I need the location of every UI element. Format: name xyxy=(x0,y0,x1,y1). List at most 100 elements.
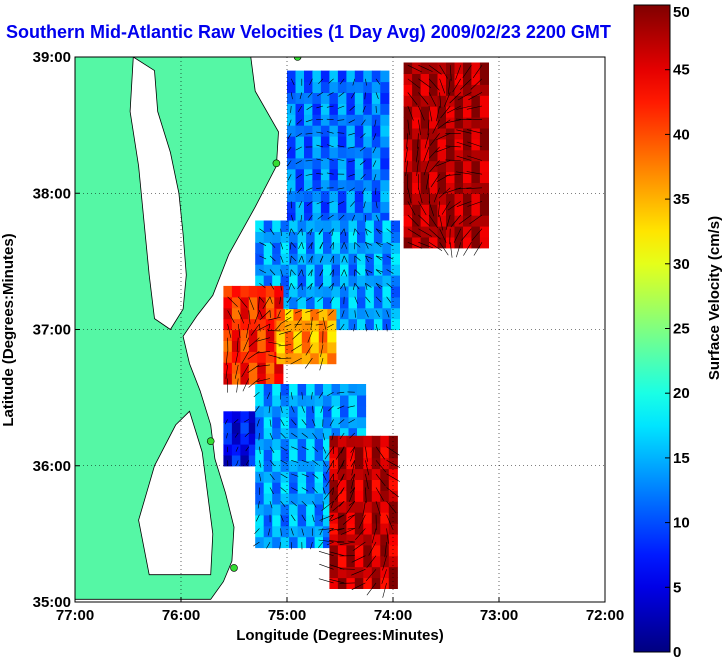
velocity-cell xyxy=(479,73,489,85)
velocity-cell xyxy=(231,307,241,320)
velocity-arrow xyxy=(445,159,461,161)
velocity-arrow xyxy=(280,405,283,413)
velocity-cell xyxy=(289,384,299,396)
velocity-cell xyxy=(287,168,297,181)
velocity-cell xyxy=(354,146,364,159)
velocity-cell xyxy=(272,427,282,440)
velocity-cell xyxy=(263,482,273,494)
velocity-arrow xyxy=(318,528,334,531)
velocity-cell xyxy=(280,253,290,265)
velocity-arrow xyxy=(316,201,324,205)
velocity-cell xyxy=(340,416,350,429)
velocity-cell xyxy=(323,264,333,276)
velocity-cell xyxy=(371,81,381,93)
stations xyxy=(206,57,302,572)
velocity-cell xyxy=(306,482,316,494)
velocity-cell xyxy=(354,544,364,557)
velocity-cell xyxy=(346,479,356,491)
velocity-cell xyxy=(371,70,381,83)
velocity-arrow xyxy=(280,242,284,250)
velocity-cell xyxy=(454,117,464,129)
velocity-arrow xyxy=(327,158,334,161)
velocity-cell xyxy=(257,351,267,363)
velocity-arrow xyxy=(386,446,400,456)
velocity-arrow xyxy=(436,133,451,141)
velocity-arrow xyxy=(308,214,313,221)
velocity-cell xyxy=(280,536,290,549)
velocity-arrow xyxy=(429,160,440,173)
velocity-cell xyxy=(304,125,314,137)
velocity-arrow xyxy=(317,296,324,302)
velocity-cell xyxy=(437,73,447,85)
chesapeake-bay xyxy=(129,57,187,331)
velocity-arrow xyxy=(243,337,250,351)
velocity-arrow xyxy=(316,158,324,161)
velocity-arrow xyxy=(290,255,292,264)
velocity-arrow xyxy=(287,133,292,140)
velocity-cell xyxy=(373,242,383,254)
velocity-cell xyxy=(371,490,381,502)
velocity-arrow xyxy=(336,473,345,488)
velocity-cell xyxy=(304,103,314,115)
velocity-arrow xyxy=(297,283,303,290)
velocity-cell xyxy=(312,212,322,224)
velocity-cell xyxy=(340,275,350,287)
velocity-cell xyxy=(340,394,350,407)
velocity-arrow xyxy=(324,446,334,460)
velocity-cell xyxy=(337,92,347,104)
velocity-cell xyxy=(382,275,392,287)
velocity-cell xyxy=(446,204,456,216)
velocity-arrow xyxy=(456,141,472,148)
velocity-arrow xyxy=(375,473,386,487)
velocity-arrow xyxy=(312,405,314,414)
velocity-arrow xyxy=(301,432,308,438)
velocity-cell xyxy=(231,433,241,445)
velocity-arrow xyxy=(269,501,273,509)
velocity-cell xyxy=(255,275,265,287)
velocity-arrow xyxy=(347,514,355,518)
velocity-arrow xyxy=(285,310,292,316)
velocity-cell xyxy=(454,62,464,74)
velocity-cell xyxy=(301,352,311,365)
velocity-arrow xyxy=(348,500,355,506)
velocity-arrow xyxy=(280,460,288,465)
velocity-cell xyxy=(337,125,347,137)
velocity-arrow xyxy=(269,487,274,495)
velocity-cell xyxy=(320,212,330,224)
velocity-arrow xyxy=(371,528,377,544)
velocity-cell xyxy=(463,106,473,118)
velocity-cell xyxy=(420,204,430,216)
velocity-cell xyxy=(280,384,290,396)
velocity-arrow xyxy=(269,419,272,427)
velocity-cell xyxy=(446,138,456,151)
velocity-arrow xyxy=(308,269,313,276)
velocity-arrow xyxy=(339,323,345,331)
velocity-cell xyxy=(223,454,233,467)
velocity-cell xyxy=(412,193,422,205)
velocity-arrow xyxy=(366,555,377,568)
velocity-arrow xyxy=(329,579,345,584)
velocity-arrow xyxy=(278,357,292,359)
colorbar-tick-label: 35 xyxy=(673,191,690,208)
velocity-cell xyxy=(371,146,381,159)
velocity-cell xyxy=(295,157,305,170)
velocity-arrow xyxy=(418,201,427,216)
velocity-cell xyxy=(380,190,390,202)
velocity-cell xyxy=(329,114,339,126)
velocity-cell xyxy=(454,84,464,96)
velocity-cell xyxy=(231,329,241,341)
colorbar-tick-label: 20 xyxy=(673,385,690,402)
velocity-cell xyxy=(272,514,282,527)
velocity-cell xyxy=(320,146,330,159)
velocity-cell xyxy=(312,92,322,104)
velocity-cell xyxy=(354,212,364,224)
velocity-cell xyxy=(363,103,373,115)
velocity-region xyxy=(223,411,258,467)
velocity-arrow xyxy=(407,92,418,105)
velocity-arrow xyxy=(326,541,334,546)
velocity-cell xyxy=(323,220,333,232)
velocity-cell xyxy=(231,454,241,467)
velocity-cell xyxy=(454,193,464,205)
velocity-arrow xyxy=(299,92,303,100)
velocity-cell xyxy=(280,416,290,429)
